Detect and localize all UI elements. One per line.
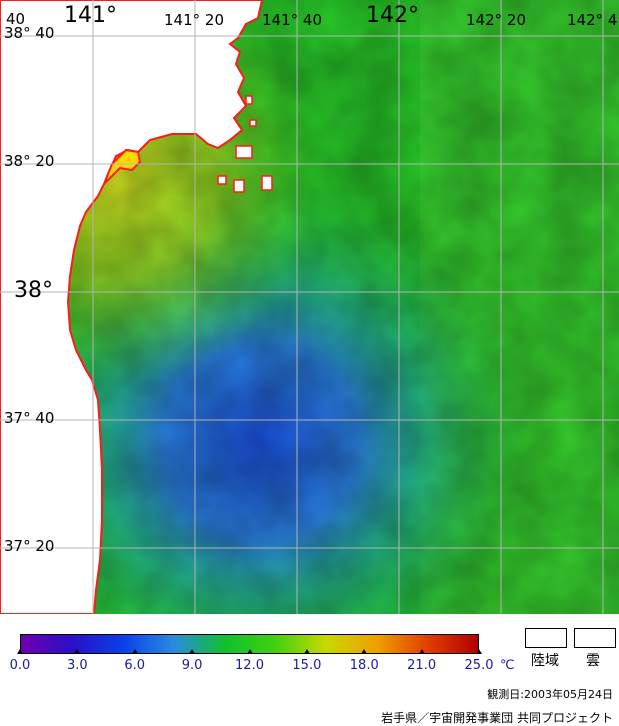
graticule [0,0,619,614]
colorbar-tick-mark [476,649,482,654]
colorbar-tick-mark [131,649,138,654]
colorbar-tick-mark [17,649,23,654]
lat-label-37-40: 37° 40 [4,409,55,427]
colorbar-tick-mark [246,649,253,654]
lat-label-37-20: 37° 20 [4,537,55,555]
lon-label-142-40-partial: 142° 4 [567,11,618,29]
colorbar-tick-mark [74,649,81,654]
colorbar-tick-label: 3.0 [67,658,88,673]
lon-label-141-40: 141° 40 [262,11,322,29]
land-area [0,0,264,614]
lon-label-142-20: 142° 20 [466,11,526,29]
colorbar-tick-label: 12.0 [235,658,264,673]
lon-label-142: 142° [366,3,419,28]
lon-label-141-20: 141° 20 [164,11,224,29]
colorbar-tick-mark [189,649,196,654]
colorbar-tick-label: 25.0 [464,658,494,673]
colorbar-tick-label: 6.0 [124,658,146,673]
coastal-bay [103,148,142,185]
observation-date: 観測日:2003年05月24日 [487,688,613,701]
lat-label-38-40: 38° 40 [4,24,55,42]
lat-label-38: 38° [14,278,53,303]
colorbar-tick-mark [303,649,310,654]
temperature-unit: ℃ [500,658,515,673]
colorbar-tick-mark [361,649,368,654]
islands [217,95,273,193]
sea-surface-temperature-map [0,0,619,614]
lon-label-141: 141° [64,3,117,28]
lon-label-40-partial: 40 [6,10,26,28]
credit-line: 岩手県／宇宙開発事業団 共同プロジェクト [381,711,613,725]
colorbar-tick-label: 9.0 [181,658,203,673]
land-legend-label: 陸域 [531,653,559,669]
colorbar-tick-label: 15.0 [292,658,322,673]
lat-label-38-20: 38° 20 [4,152,55,170]
colorbar-tick-mark [418,649,425,654]
colorbar-tick-label: 18.0 [349,658,379,673]
colorbar-tick-label: 21.0 [407,658,437,673]
land-legend-swatch [525,628,567,648]
colorbar-tick-label: 0.0 [9,658,31,673]
cloud-legend-label: 雲 [586,653,600,669]
cloud-legend-swatch [574,628,616,648]
